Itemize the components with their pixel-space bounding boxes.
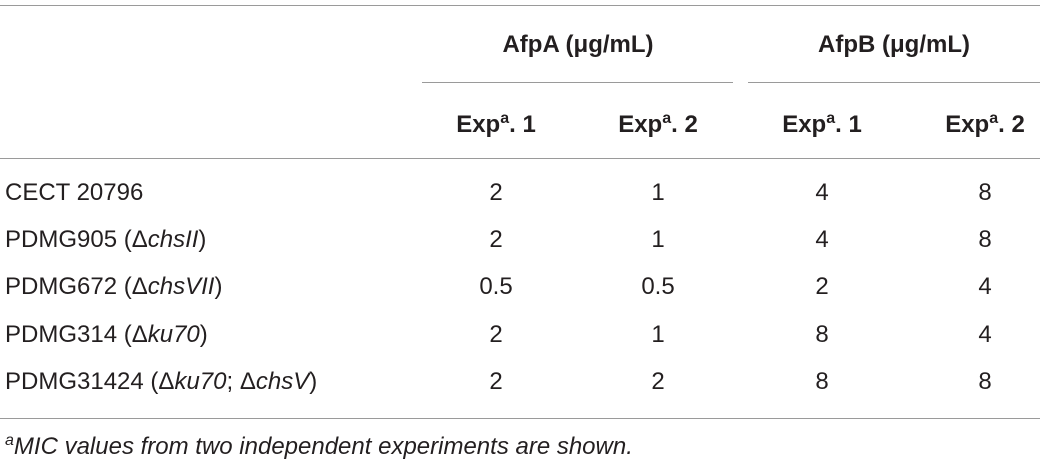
column-header: Expa. 2 [945,110,1025,140]
cell: 1 [651,320,665,348]
column-header: Expa. 1 [782,110,862,140]
label-part: ku70 [147,320,200,348]
row-label: CECT 20796 [5,178,143,208]
cell: 2 [651,367,665,395]
header-part: a [826,110,836,127]
cell: 2 [489,179,503,206]
header-part: Exp [456,111,501,138]
header-part: Exp [945,111,990,138]
header-part: Exp [782,111,827,138]
row-label: PDMG672 (ΔchsVII) [5,272,222,302]
label-part: ) [214,273,223,301]
cell: 4 [815,226,829,254]
column-header: Expa. 1 [456,110,536,140]
label-part: PDMG672 (Δ [5,273,148,301]
label-part: ) [199,320,208,348]
label-part: chsV [255,367,310,395]
cell: 1 [651,179,665,206]
label-part: chsVII [147,273,215,301]
cell: 4 [978,273,992,301]
row-label: PDMG905 (ΔchsII) [5,225,206,255]
cell: 1 [651,226,665,254]
group-header: AfpB (μg/mL) [818,31,970,58]
group-rule [748,82,1040,83]
cell: 2 [489,320,503,348]
header-part: a [989,110,999,127]
row-label: PDMG31424 (Δku70; ΔchsV) [5,367,317,397]
label-part: PDMG314 (Δ [5,320,148,348]
rule [0,158,1040,159]
cell: 8 [978,367,992,395]
cell: 4 [815,179,829,206]
header-part: a [662,110,672,127]
header-part: Exp [618,111,663,138]
column-header: Expa. 2 [618,110,698,140]
header-part: . 2 [998,111,1025,138]
header-part: a [500,110,510,127]
footnote: aMIC values from two independent experim… [5,432,633,462]
footnote-marker: a [5,432,14,449]
label-part: chsII [147,226,199,254]
header-part: . 1 [509,111,536,138]
label-part: ) [309,367,318,395]
footnote-text: MIC values from two independent experime… [13,433,633,460]
header-part: . 1 [835,111,862,138]
row-label: PDMG314 (Δku70) [5,320,208,350]
label-part: PDMG905 (Δ [5,226,148,254]
label-part: CECT 20796 [5,179,144,206]
cell: 8 [815,367,829,395]
cell: 2 [489,226,503,254]
label-part: PDMG31424 (Δ [5,367,175,395]
group-rule [422,82,733,83]
cell: 0.5 [641,273,675,301]
label-part: ) [198,226,207,254]
rule [0,418,1040,419]
cell: 2 [815,273,829,301]
cell: 8 [978,226,992,254]
cell: 8 [815,320,829,348]
label-part: ku70 [174,367,227,395]
cell: 8 [978,179,992,206]
cell: 2 [489,367,503,395]
label-part: ; Δ [226,367,256,395]
rule [0,5,1040,6]
group-header: AfpA (μg/mL) [502,31,654,58]
cell: 0.5 [479,273,513,301]
cell: 4 [978,320,992,348]
header-part: . 2 [671,111,698,138]
